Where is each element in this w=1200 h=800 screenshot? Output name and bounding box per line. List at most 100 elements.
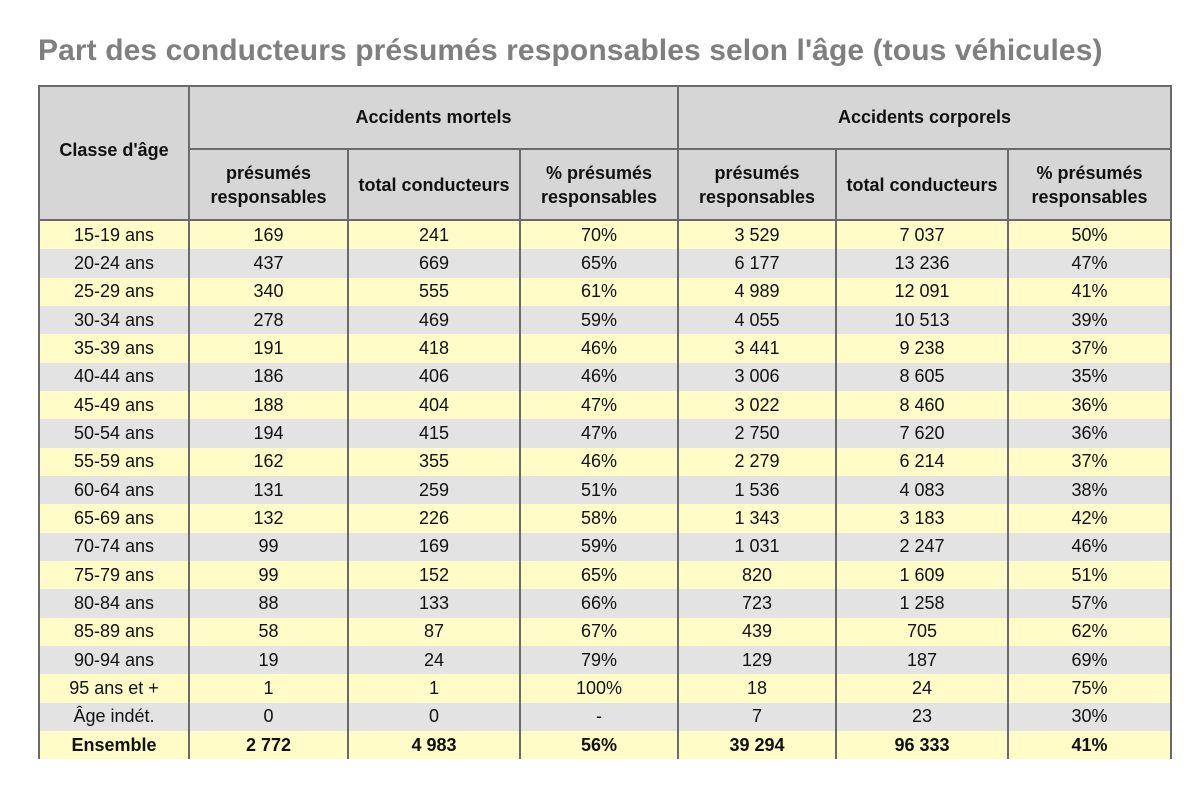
fatal-presumed-cell: 437: [188, 249, 349, 278]
fatal-presumed-cell: 0: [188, 702, 349, 731]
fatal-percent-cell: 51%: [519, 475, 679, 505]
fatal-presumed-cell: 169: [188, 220, 349, 250]
age-class-cell: 20-24 ans: [38, 249, 190, 278]
fatal-presumed-cell: 278: [188, 305, 349, 335]
fatal-presumed-cell: 2 772: [188, 730, 349, 760]
fatal-percent-cell: 65%: [519, 249, 679, 278]
subheader-line: responsables: [210, 186, 327, 207]
injury-total-cell: 1 258: [835, 589, 1009, 618]
fatal-presumed-cell: 340: [188, 277, 349, 306]
fatal-total-cell: 469: [347, 305, 521, 335]
fatal-percent-cell: 61%: [519, 277, 679, 306]
injury-total-cell: 7 620: [835, 419, 1009, 448]
injury-total-cell: 23: [835, 702, 1009, 731]
fatal-total-cell: 133: [347, 589, 521, 618]
table-row: 40-44 ans 186 406 46% 3 006 8 605 35%: [38, 362, 1173, 391]
fatal-total-cell: 1: [347, 674, 521, 703]
table-row: 95 ans et +1 1 100% 18 24 75%: [38, 674, 1173, 703]
injury-percent-cell: 47%: [1006, 249, 1173, 278]
fatal-total-cell: 555: [347, 277, 521, 306]
injury-percent-cell: 30%: [1006, 702, 1173, 731]
injury-percent-cell: 42%: [1006, 504, 1173, 533]
injury-presumed-cell: 4 989: [677, 277, 837, 306]
injury-presumed-header: présumés responsables: [677, 149, 837, 221]
injury-presumed-cell: 3 441: [677, 334, 837, 363]
injury-total-cell: 6 214: [835, 447, 1009, 476]
subheader-line: responsables: [1031, 186, 1148, 207]
injury-presumed-cell: 129: [677, 645, 837, 675]
age-class-cell: Âge indét.: [38, 702, 190, 731]
age-class-cell: 45-49 ans: [38, 390, 190, 420]
fatal-presumed-header: présumés responsables: [188, 149, 349, 221]
injury-total-header: total conducteurs: [835, 149, 1009, 221]
fatal-presumed-cell: 188: [188, 390, 349, 420]
injury-total-cell: 96 333: [835, 730, 1009, 760]
fatal-presumed-cell: 58: [188, 617, 349, 646]
injury-presumed-cell: 4 055: [677, 305, 837, 335]
table-row: 15-19 ans 169 241 70% 3 529 7 037 50%: [38, 220, 1173, 250]
injury-presumed-cell: 1 536: [677, 475, 837, 505]
fatal-presumed-cell: 131: [188, 475, 349, 505]
fatal-total-cell: 169: [347, 532, 521, 561]
fatal-percent-cell: 100%: [519, 674, 679, 703]
age-class-cell: 90-94 ans: [38, 645, 190, 675]
fatal-total-cell: 152: [347, 560, 521, 590]
injury-percent-cell: 36%: [1006, 419, 1173, 448]
table-row: 20-24 ans 437 669 65% 6 177 13 236 47%: [38, 249, 1173, 278]
injury-percent-cell: 50%: [1006, 220, 1173, 250]
fatal-presumed-cell: 132: [188, 504, 349, 533]
fatal-accidents-header: Accidents mortels: [188, 85, 679, 150]
fatal-total-cell: 259: [347, 475, 521, 505]
responsibility-table: Classe d'âge Accidents mortels Accidents…: [38, 85, 1173, 760]
age-class-cell: Ensemble: [38, 730, 190, 760]
table-row: 75-79 ans 99 152 65% 820 1 609 51%: [38, 560, 1173, 590]
fatal-percent-cell: 47%: [519, 390, 679, 420]
age-class-header: Classe d'âge: [38, 85, 190, 221]
injury-presumed-cell: 7: [677, 702, 837, 731]
injury-presumed-cell: 18: [677, 674, 837, 703]
fatal-percent-cell: 67%: [519, 617, 679, 646]
fatal-total-cell: 226: [347, 504, 521, 533]
table-row: 25-29 ans 340 555 61% 4 989 12 091 41%: [38, 277, 1173, 306]
table-row: 30-34 ans 278 469 59% 4 055 10 513 39%: [38, 305, 1173, 335]
age-class-cell: 75-79 ans: [38, 560, 190, 590]
fatal-percent-cell: 59%: [519, 305, 679, 335]
injury-percent-cell: 57%: [1006, 589, 1173, 618]
table-row: Âge indét. 0 0-7 23 30%: [38, 702, 1173, 731]
injury-presumed-cell: 439: [677, 617, 837, 646]
fatal-total-cell: 669: [347, 249, 521, 278]
injury-presumed-cell: 3 529: [677, 220, 837, 250]
table-row: 50-54 ans 194 415 47% 2 750 7 620 36%: [38, 419, 1173, 448]
injury-percent-cell: 62%: [1006, 617, 1173, 646]
subheader-line: % présumés: [1036, 162, 1143, 183]
fatal-total-cell: 406: [347, 362, 521, 391]
subheader-line: présumés: [714, 162, 800, 183]
age-class-cell: 30-34 ans: [38, 305, 190, 335]
subheader-line: responsables: [540, 186, 658, 207]
fatal-presumed-cell: 194: [188, 419, 349, 448]
injury-total-cell: 7 037: [835, 220, 1009, 250]
injury-total-cell: 8 460: [835, 390, 1009, 420]
injury-total-cell: 9 238: [835, 334, 1009, 363]
fatal-total-cell: 4 983: [347, 730, 521, 760]
page-title: Part des conducteurs présumés responsabl…: [38, 34, 1103, 67]
subheader-line: responsables: [698, 186, 816, 207]
injury-total-cell: 705: [835, 617, 1009, 646]
injury-percent-cell: 35%: [1006, 362, 1173, 391]
fatal-presumed-cell: 99: [188, 532, 349, 561]
injury-total-cell: 187: [835, 645, 1009, 675]
fatal-presumed-cell: 162: [188, 447, 349, 476]
age-class-cell: 15-19 ans: [38, 220, 190, 250]
injury-percent-cell: 37%: [1006, 447, 1173, 476]
table-row: 60-64 ans 131 259 51% 1 536 4 083 38%: [38, 475, 1173, 505]
fatal-total-cell: 87: [347, 617, 521, 646]
injury-presumed-cell: 39 294: [677, 730, 837, 760]
age-class-cell: 80-84 ans: [38, 589, 190, 618]
injury-presumed-cell: 820: [677, 560, 837, 590]
injury-percent-cell: 39%: [1006, 305, 1173, 335]
injury-percent-cell: 46%: [1006, 532, 1173, 561]
injury-accidents-header: Accidents corporels: [676, 85, 1173, 150]
injury-total-cell: 2 247: [835, 532, 1009, 561]
fatal-percent-cell: 46%: [519, 447, 679, 476]
fatal-percent-header: % présumés responsables: [519, 149, 679, 221]
